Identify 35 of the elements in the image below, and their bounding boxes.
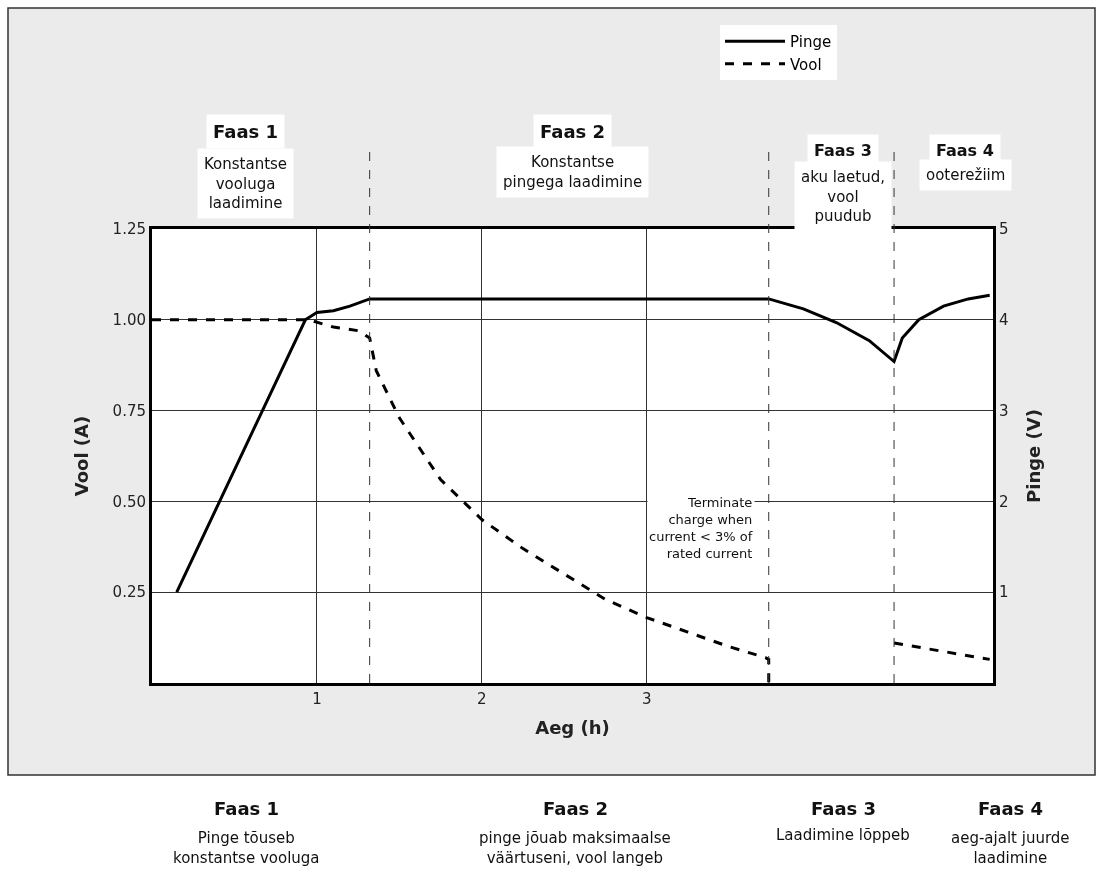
x-tick-label: 2 [477,690,487,708]
y-tick-label: 1.25 [112,220,146,239]
y-tick-label: 0.25 [112,583,146,602]
legend-label: Vool [790,55,822,74]
y2-tick-label: 5 [999,220,1009,239]
text: Faas 1 [214,798,280,819]
y2-tick-label: 4 [999,311,1009,330]
y2-tick-label: 3 [999,401,1009,420]
text: Faas 2 [540,121,606,142]
annotation: Terminate charge when current < 3% of rated current [649,495,753,561]
y2-axis-title: Pinge (V) [1022,409,1044,503]
y2-tick-label: 2 [999,492,1009,511]
text: aeg-ajalt juurde laadimine [951,829,1070,867]
text: Laadimine lõppeb [776,826,910,844]
y2-tick-label: 1 [999,583,1009,602]
text: Faas 3 [814,141,872,160]
text: Faas 1 [213,121,279,142]
y-tick-label: 0.75 [112,401,146,420]
text: Faas 4 [978,798,1044,819]
y-tick-label: 1.00 [112,311,146,330]
text: pinge jõuab maksimaalse väärtuseni, vool langeb [479,829,671,867]
text: Faas 2 [543,798,609,819]
text: Faas 3 [811,798,877,819]
text: aku laetud, vool puudub [801,168,885,225]
text: Pinge tõuseb konstantse vooluga [173,829,320,867]
legend-label: Pinge [790,33,832,52]
x-tick-label: 3 [641,690,652,708]
y-tick-label: 0.50 [112,492,146,511]
y-axis-title: Vool (A) [70,415,92,497]
x-tick-label: 1 [312,690,322,708]
text: Konstantse vooluga laadimine [204,155,288,212]
text: Faas 4 [936,141,994,160]
x-axis-title: Aeg (h) [535,717,610,739]
text: ooterežiim [926,166,1006,184]
text: Konstantse pingega laadimine [503,153,643,191]
